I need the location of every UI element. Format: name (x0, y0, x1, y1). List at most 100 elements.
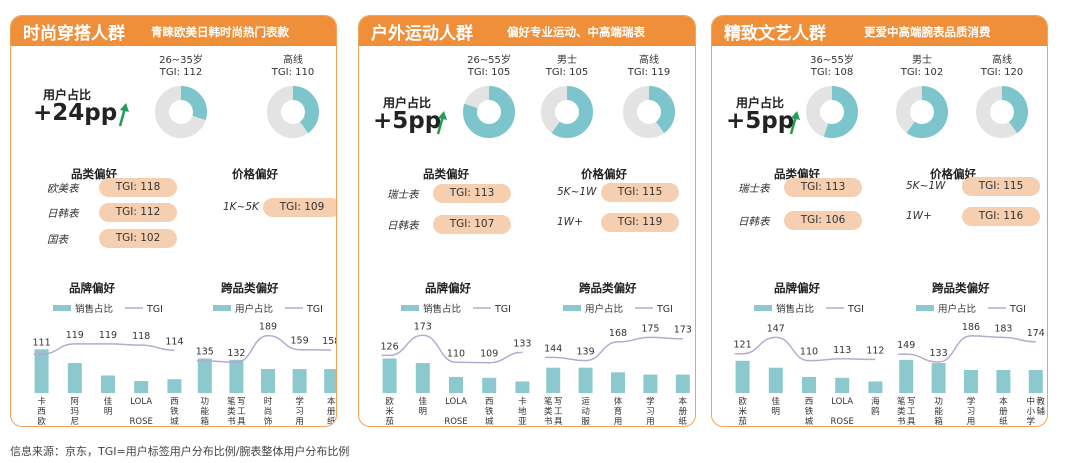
bar (1028, 370, 1043, 393)
category-tick-label: 卡地亚 (518, 396, 527, 427)
donut-svg (976, 86, 1028, 138)
donut-label-segment: 26~55岁 (467, 55, 511, 66)
donut-label: 26~55岁 TGI: 105 (449, 55, 529, 79)
user-share-label: 用户占比 (43, 88, 92, 102)
panel-subtitle: 青睐欧美日韩时尚热门表款 (151, 25, 289, 39)
tgi-line (196, 334, 332, 364)
cross-category-title: 跨品类偏好 (579, 281, 637, 295)
donut-label-segment: 高线 (639, 55, 659, 66)
tgi-data-label: 111 (33, 337, 51, 348)
panel-subtitle: 偏好专业运动、中高端瑞表 (507, 25, 645, 39)
bar (34, 349, 49, 393)
legend-bar-swatch (916, 305, 934, 311)
tgi-data-label: 175 (641, 323, 659, 334)
category-tgi-badge: TGI: 102 (99, 229, 177, 248)
donut-segment (806, 86, 858, 138)
donut-svg (267, 86, 319, 138)
bar (964, 370, 978, 393)
category-tick-label: 功能箱包 (201, 396, 210, 427)
price-preference-title: 价格偏好 (232, 167, 278, 181)
brand-chart: 销售占比 TGI 121 欧米茄 147 佳明 110 西铁城 113 LOLA ROSE 112 海… (726, 301, 892, 426)
tgi-data-label: 110 (447, 348, 465, 359)
donut-label: 高线 TGI: 119 (609, 55, 689, 79)
trend-up-icon-svg (118, 103, 129, 127)
donut-chart (539, 84, 595, 144)
category-tick-label: 佳明 (772, 396, 781, 417)
donut-label-tgi: TGI: 112 (159, 67, 203, 78)
trend-up-arrow (436, 115, 445, 135)
bar (931, 363, 946, 393)
legend-line-label: TGI (494, 304, 511, 315)
cross-chart-svg: 用户占比 TGI 135 功能箱包 132 笔类书写工具 189 时尚饰品 159 学习用品 158… (196, 303, 336, 427)
tgi-data-label: 118 (132, 331, 150, 342)
category-name: 国表 (47, 234, 68, 246)
bar (996, 370, 1011, 393)
donut-chart (894, 84, 950, 144)
tgi-line (545, 336, 683, 362)
footnote: 信息来源：京东，TGI=用户标签用户分布比例/腕表整体用户分布比例 (10, 445, 350, 458)
tgi-line (381, 334, 523, 364)
brand-chart-svg: 销售占比 TGI 121 欧米茄 147 佳明 110 西铁城 113 LOLA ROSE 112 海… (734, 303, 885, 426)
brand-preference-title: 品牌偏好 (69, 281, 115, 295)
brand-preference-title: 品牌偏好 (425, 281, 471, 295)
bar (482, 377, 497, 393)
user-share-value: +24pp (33, 100, 118, 126)
price-range-name: 5K~1W (906, 180, 946, 192)
category-tgi-badge: TGI: 112 (99, 203, 177, 222)
legend-bar-label: 用户占比 (235, 303, 273, 315)
category-tick-label: 佳明 (419, 396, 428, 417)
bar (768, 367, 783, 393)
price-range-name: 1W+ (557, 216, 583, 228)
category-tick-label: 卡西欧 (37, 396, 46, 427)
bar (261, 369, 275, 393)
donut-label-tgi: TGI: 120 (980, 67, 1024, 78)
price-range-name: 1W+ (906, 210, 932, 222)
panel-title: 时尚穿搭人群 (23, 24, 125, 44)
tgi-data-label: 159 (291, 336, 309, 347)
donut-label-tgi: TGI: 119 (627, 67, 671, 78)
price-tgi-badge: TGI: 115 (962, 177, 1040, 196)
category-tick-label: 笔类书写工具 (544, 396, 563, 427)
trend-up-arrowhead (120, 103, 129, 112)
tgi-data-label: 173 (674, 325, 692, 336)
brand-chart-svg: 销售占比 TGI 126 欧米茄 173 佳明 110 LOLA ROSE 109 西铁城 133 卡… (381, 303, 532, 427)
bar (802, 376, 816, 393)
donut-label: 36~55岁 TGI: 108 (792, 55, 872, 79)
tgi-data-label: 174 (1027, 328, 1045, 339)
donut-label: 高线 TGI: 110 (253, 55, 333, 79)
donut-segment (976, 86, 1028, 138)
trend-up-arrowhead (791, 111, 800, 120)
cross-chart: 用户占比 TGI 135 功能箱包 132 笔类书写工具 189 时尚饰品 159 学习用品 158… (189, 301, 336, 427)
panel-title: 精致文艺人群 (724, 24, 826, 44)
category-tick-label: 功能箱包 (934, 396, 943, 427)
brand-chart-svg: 销售占比 TGI 111 卡西欧 119 阿玛尼 119 佳明 118 LOLA ROSE 114 西… (33, 303, 184, 427)
bar (134, 381, 149, 393)
bar (167, 379, 182, 393)
donut-chart (974, 84, 1030, 144)
user-share-value: +5pp (373, 108, 442, 134)
legend-line-label: TGI (146, 304, 163, 315)
donut-label: 26~35岁 TGI: 112 (141, 55, 221, 79)
price-tgi-badge: TGI: 116 (962, 207, 1040, 226)
donut-segment (267, 86, 319, 138)
bar (229, 359, 244, 393)
bar (449, 376, 463, 393)
category-tick-label: 阿玛尼 (71, 397, 80, 427)
price-preference-title: 价格偏好 (581, 167, 627, 181)
category-name: 欧美表 (47, 183, 79, 195)
bar (546, 367, 561, 393)
bar (835, 377, 850, 393)
panel-header: 精致文艺人群 更爱中高端腕表品质消费 (712, 16, 1047, 46)
category-tick-label: 运动服饰 (581, 397, 590, 427)
category-tick-label: 西铁城 (170, 397, 179, 427)
bar (899, 359, 914, 393)
category-tick-label: 本册纸签 (679, 396, 688, 427)
cross-category-title: 跨品类偏好 (221, 281, 279, 295)
category-preference-title: 品类偏好 (71, 167, 117, 181)
tgi-data-label: 133 (513, 338, 531, 349)
trend-up-arrowhead (438, 111, 447, 120)
category-tick-label: 欧米茄 (385, 396, 394, 427)
donut-segment (463, 86, 515, 138)
donut-svg (806, 86, 858, 138)
price-tgi-badge: TGI: 109 (263, 198, 336, 217)
